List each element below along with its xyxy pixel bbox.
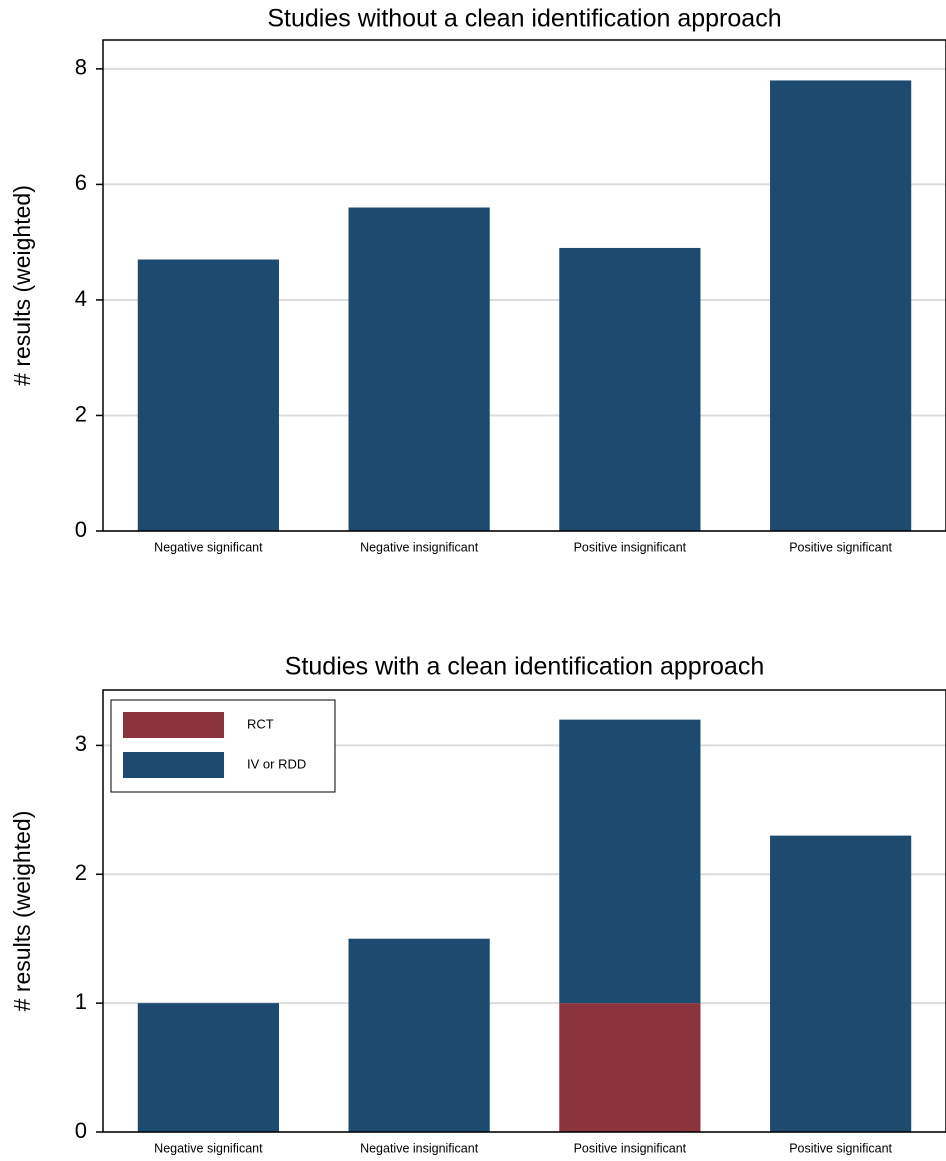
x-tick-label: Negative significant (154, 540, 263, 554)
y-tick-label: 0 (75, 517, 87, 542)
x-tick-label: Positive significant (789, 1141, 892, 1155)
x-tick-label: Negative insignificant (360, 1141, 479, 1155)
y-tick-label: 1 (75, 989, 87, 1014)
bar-segment (137, 1003, 279, 1132)
x-tick-label: Negative significant (154, 1141, 263, 1155)
y-axis-label: # results (weighted) (9, 185, 35, 386)
bar-segment (559, 1003, 701, 1132)
x-tick-label: Positive insignificant (574, 1141, 687, 1155)
chart-title: Studies with a clean identification appr… (285, 653, 764, 681)
legend-swatch (123, 712, 224, 738)
bar (348, 207, 490, 532)
legend-swatch (123, 752, 224, 778)
y-tick-label: 3 (75, 731, 87, 756)
x-tick-label: Positive significant (789, 540, 892, 554)
plot-frame (102, 39, 946, 532)
legend-label: IV or RDD (247, 756, 306, 771)
y-tick-label: 0 (75, 1118, 87, 1143)
y-tick-label: 8 (75, 55, 87, 80)
legend-label: RCT (247, 716, 274, 731)
x-tick-label: Negative insignificant (360, 540, 479, 554)
bar-segment (348, 938, 490, 1132)
bar (137, 259, 279, 531)
bar-segment (770, 835, 912, 1132)
plot-frame (102, 689, 946, 1133)
y-tick-label: 4 (75, 286, 87, 311)
chart-title: Studies without a clean identification a… (267, 5, 781, 33)
y-tick-label: 2 (75, 860, 87, 885)
bar-segment (559, 719, 701, 1004)
bar (559, 247, 701, 531)
bar (770, 80, 912, 531)
y-axis-label: # results (weighted) (9, 811, 35, 1012)
y-tick-label: 2 (75, 401, 87, 426)
y-tick-label: 6 (75, 170, 87, 195)
x-tick-label: Positive insignificant (574, 540, 687, 554)
